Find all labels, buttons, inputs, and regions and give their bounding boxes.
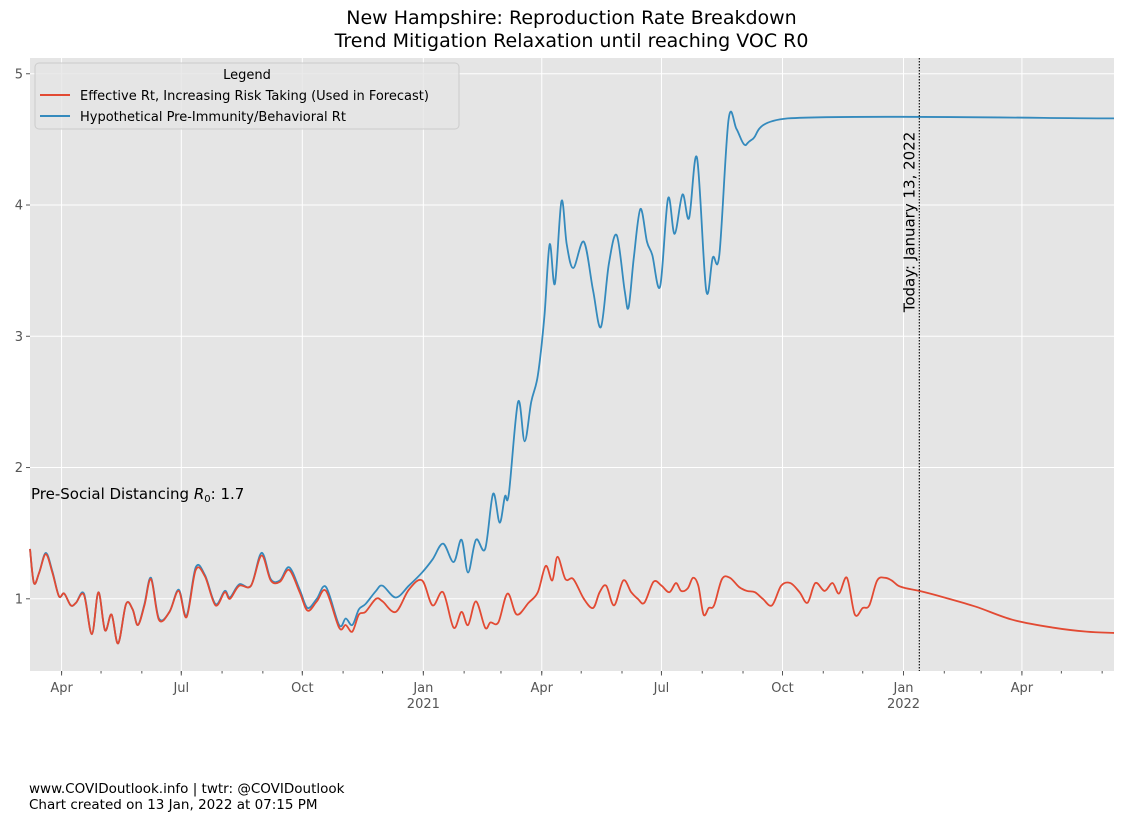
plot-area — [30, 58, 1114, 671]
x-tick-year-label: 2022 — [887, 697, 920, 712]
r0-annotation: Pre-Social Distancing R0: 1.7 — [31, 485, 244, 505]
effective-rt-line — [29, 548, 1115, 645]
today-marker: Today: January 13, 2022 — [900, 58, 920, 671]
x-tick-label: Jan — [892, 681, 913, 696]
y-tick-label: 5 — [15, 67, 23, 82]
y-tick-label: 2 — [15, 461, 23, 476]
x-tick-label: Oct — [771, 681, 793, 696]
today-label: Today: January 13, 2022 — [900, 132, 918, 314]
footer-created-line: Chart created on 13 Jan, 2022 at 07:15 P… — [29, 797, 318, 813]
x-tick-label: Jul — [653, 681, 670, 696]
chart-title: New Hampshire: Reproduction Rate Breakdo… — [346, 7, 797, 29]
x-tick-label: Apr — [50, 681, 73, 696]
y-axis: 1 2 3 4 5 — [15, 67, 30, 607]
footer-site-line: www.COVIDoutlook.info | twtr: @COVIDoutl… — [29, 781, 345, 797]
x-tick-year-label: 2021 — [407, 697, 440, 712]
legend-label-hypothetical: Hypothetical Pre-Immunity/Behavioral Rt — [80, 110, 346, 125]
x-tick-label: Jan — [412, 681, 433, 696]
y-tick-label: 3 — [15, 330, 23, 345]
series-lines — [29, 110, 1115, 645]
legend-title: Legend — [223, 68, 271, 83]
x-tick-label: Jul — [172, 681, 189, 696]
y-tick-label: 4 — [15, 199, 23, 214]
y-tick-label: 1 — [15, 592, 23, 607]
x-tick-label: Oct — [291, 681, 313, 696]
chart-subtitle: Trend Mitigation Relaxation until reachi… — [334, 30, 809, 52]
legend-label-effective: Effective Rt, Increasing Risk Taking (Us… — [80, 89, 429, 104]
grid-lines — [30, 58, 1114, 671]
x-tick-label: Apr — [530, 681, 553, 696]
legend: Legend Effective Rt, Increasing Risk Tak… — [34, 62, 460, 130]
x-tick-label: Apr — [1011, 681, 1034, 696]
legend-box — [34, 62, 460, 130]
